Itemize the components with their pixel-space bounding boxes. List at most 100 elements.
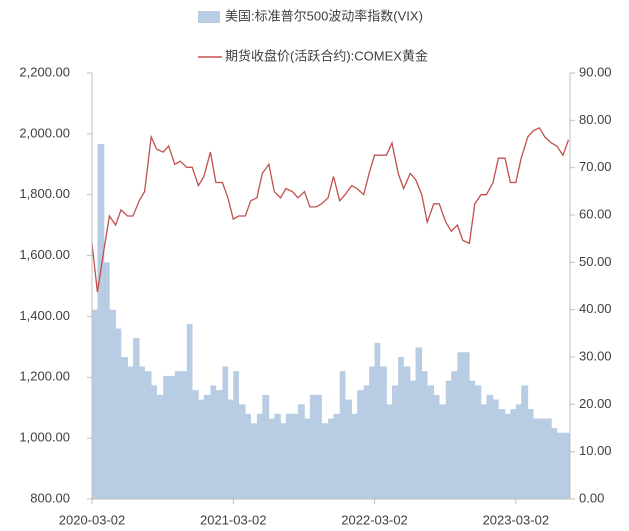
x-tick-label: 2023-03-02: [483, 512, 550, 527]
vix-bar: [233, 371, 239, 499]
vix-bar: [316, 394, 322, 499]
vix-bar: [321, 423, 329, 499]
vix-bar: [144, 371, 152, 499]
vix-bar: [92, 309, 98, 499]
vix-bar: [103, 262, 110, 499]
vix-bar: [328, 418, 334, 499]
vix-bar: [369, 366, 375, 499]
vix-bar: [533, 418, 540, 499]
vix-bar: [345, 399, 353, 499]
vix-bar: [285, 413, 293, 499]
vix-bar: [527, 409, 534, 499]
vix-bar: [403, 366, 411, 499]
vix-bar: [151, 385, 157, 499]
vix-bar: [238, 404, 246, 499]
vix-bar: [374, 342, 381, 499]
y2-tick-label: 0.00: [579, 490, 604, 505]
vix-bar: [544, 418, 552, 499]
vix-bar: [363, 385, 370, 499]
vix-bar: [415, 347, 423, 499]
vix-bar: [410, 380, 416, 499]
x-tick-label: 2022-03-02: [341, 512, 408, 527]
vix-bar: [222, 366, 229, 499]
vix-bar: [256, 413, 263, 499]
x-tick-label: 2020-03-02: [59, 512, 126, 527]
y2-tick-label: 80.00: [579, 112, 612, 127]
vix-bar: [504, 413, 511, 499]
y2-tick-label: 10.00: [579, 443, 612, 458]
legend-label: 美国:标准普尔500波动率指数(VIX): [225, 8, 423, 23]
y2-tick-label: 90.00: [579, 64, 612, 79]
vix-bar: [127, 366, 134, 499]
vix-bar: [433, 394, 440, 499]
vix-bar: [250, 423, 258, 499]
vix-bar: [297, 404, 305, 499]
vix-bar: [486, 394, 494, 499]
y2-tick-label: 60.00: [579, 206, 612, 221]
vix-bar: [386, 404, 393, 499]
vix-bar: [163, 375, 169, 499]
vix-bar: [357, 390, 365, 499]
vix-bar: [333, 413, 341, 499]
y-tick-label: 800.00: [30, 490, 70, 505]
vix-bar: [139, 366, 145, 499]
vix-bar: [398, 357, 404, 499]
y-tick-label: 1,400.00: [19, 308, 70, 323]
vix-bar: [568, 432, 571, 499]
vix-bar: [510, 409, 517, 499]
vix-bar: [451, 371, 458, 499]
vix-bar: [133, 338, 140, 499]
vix-bar: [115, 328, 122, 499]
vix-bar: [280, 423, 287, 499]
y2-tick-label: 40.00: [579, 301, 612, 316]
vix-bar: [457, 352, 464, 499]
vix-bar: [556, 432, 564, 499]
vix-bar: [492, 399, 499, 499]
vix-bar: [268, 418, 275, 499]
vix-bar: [215, 390, 223, 499]
vix-bar: [156, 394, 164, 499]
vix-bar: [227, 399, 234, 499]
vix-bar: [168, 375, 176, 499]
y2-tick-label: 20.00: [579, 396, 612, 411]
vix-bar: [245, 413, 251, 499]
vix-bar: [391, 385, 399, 499]
y-tick-label: 1,200.00: [19, 369, 70, 384]
vix-bar: [192, 390, 199, 499]
vix-bar: [309, 394, 317, 499]
vix-bar: [351, 413, 358, 499]
x-tick-label: 2021-03-02: [200, 512, 267, 527]
legend-label: 期货收盘价(活跃合约):COMEX黄金: [225, 48, 428, 63]
vix-bar: [180, 371, 188, 499]
vix-bar: [186, 323, 193, 499]
y2-tick-label: 70.00: [579, 159, 612, 174]
y-tick-label: 2,200.00: [19, 64, 70, 79]
y-tick-label: 1,800.00: [19, 186, 70, 201]
vix-bar: [480, 404, 487, 499]
vix-bar: [474, 385, 482, 499]
y-tick-label: 1,000.00: [19, 430, 70, 445]
y-tick-label: 2,000.00: [19, 125, 70, 140]
vix-bar: [445, 380, 452, 499]
vix-bar: [439, 404, 447, 499]
vix-bar: [304, 418, 311, 499]
vix-bar: [462, 352, 470, 499]
vix-bar: [421, 371, 428, 499]
vix-bar: [427, 385, 435, 499]
vix-bar: [198, 399, 205, 499]
vix-bar: [262, 394, 270, 499]
gold-line: [91, 126, 570, 293]
vix-bar: [521, 385, 529, 499]
vix-bar: [498, 409, 506, 499]
vix-bar: [551, 428, 558, 499]
legend-swatch: [198, 11, 220, 23]
vix-bar: [469, 380, 476, 499]
y2-tick-label: 30.00: [579, 348, 612, 363]
vix-bar: [109, 309, 116, 499]
y-tick-label: 1,600.00: [19, 247, 70, 262]
vix-bar: [274, 413, 281, 499]
vix-bar: [121, 357, 128, 499]
vix-bar: [563, 432, 569, 499]
vix-bar: [339, 371, 346, 499]
